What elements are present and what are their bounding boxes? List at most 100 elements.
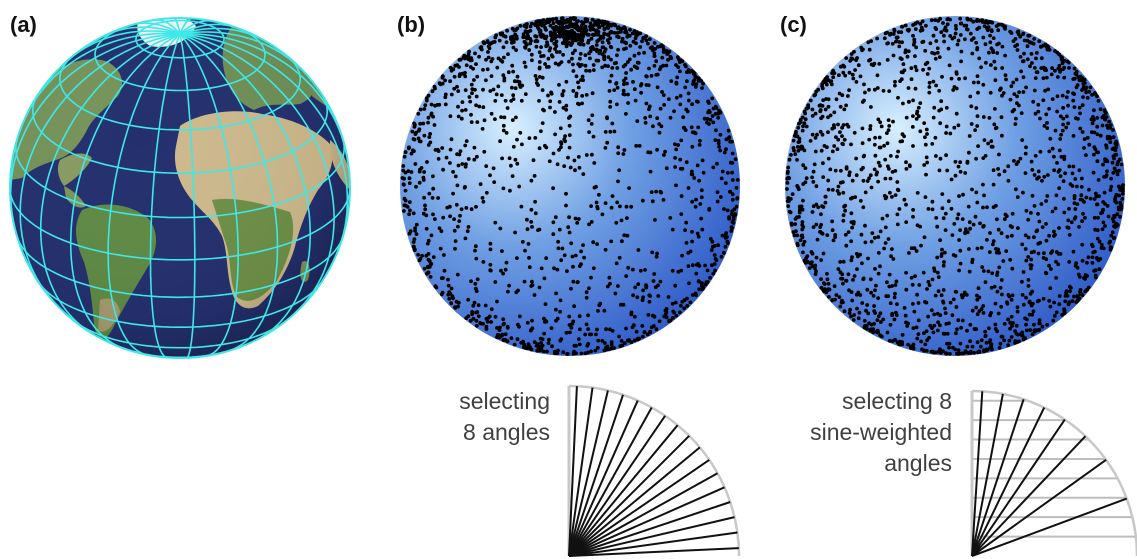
- sample-point: [463, 88, 468, 92]
- sample-point: [933, 56, 938, 61]
- sample-point: [804, 124, 809, 129]
- sample-point: [923, 142, 928, 147]
- sample-point: [417, 180, 422, 185]
- sample-point: [696, 125, 701, 130]
- sample-point: [938, 238, 942, 243]
- sample-point: [1021, 90, 1026, 94]
- sample-point: [1090, 261, 1095, 265]
- sample-point: [673, 283, 678, 288]
- sample-point: [1025, 44, 1030, 49]
- sample-point: [965, 16, 970, 21]
- sample-point: [554, 307, 558, 312]
- sample-point: [675, 55, 680, 60]
- sample-point: [1104, 115, 1109, 119]
- sample-point: [843, 73, 848, 78]
- sample-point: [920, 28, 925, 32]
- sample-point: [1108, 126, 1113, 130]
- sample-point: [698, 202, 703, 206]
- sample-point: [509, 35, 513, 40]
- sample-point: [644, 83, 649, 87]
- sample-point: [1002, 338, 1007, 343]
- sample-point: [540, 88, 545, 92]
- sample-point: [426, 115, 431, 120]
- sample-point: [409, 151, 414, 156]
- sample-point: [649, 74, 654, 78]
- sample-point: [596, 48, 601, 53]
- sample-point: [824, 97, 829, 101]
- sample-point: [969, 104, 974, 109]
- sample-point: [1098, 107, 1103, 112]
- sample-point: [436, 149, 441, 154]
- caption-c: selecting 8 sine-weighted angles: [780, 386, 952, 479]
- sample-point: [516, 322, 520, 327]
- sample-point: [895, 187, 900, 192]
- sample-point: [568, 330, 572, 335]
- sample-point: [1095, 202, 1099, 207]
- sample-point: [1024, 145, 1028, 150]
- sample-point: [841, 259, 846, 264]
- sample-point: [481, 87, 485, 92]
- sample-point: [436, 196, 440, 200]
- sample-point: [968, 339, 972, 344]
- sample-point: [545, 349, 549, 354]
- sample-point: [1093, 91, 1097, 95]
- sample-point: [866, 256, 870, 261]
- sample-point: [916, 332, 921, 336]
- sample-point: [1057, 148, 1062, 153]
- sample-point: [696, 79, 701, 83]
- sample-point: [1026, 217, 1031, 222]
- sample-point: [667, 49, 672, 54]
- sample-point: [802, 239, 807, 244]
- sample-point: [967, 247, 971, 251]
- sample-point: [506, 52, 510, 56]
- sample-point: [880, 216, 885, 221]
- sample-point: [813, 263, 818, 268]
- sample-point: [573, 253, 578, 258]
- sample-point: [485, 39, 490, 44]
- sample-point: [513, 86, 518, 91]
- sample-point: [800, 128, 805, 133]
- sample-point: [956, 212, 961, 217]
- sample-point: [567, 323, 572, 327]
- sample-point: [1110, 230, 1115, 235]
- sample-point: [819, 258, 823, 262]
- sample-point: [565, 269, 569, 273]
- sample-point: [943, 228, 948, 233]
- sample-point: [847, 170, 852, 175]
- sample-point: [629, 204, 634, 209]
- sample-point: [810, 260, 814, 265]
- sample-point: [467, 49, 471, 54]
- sample-point: [1024, 322, 1028, 327]
- sample-point: [804, 176, 809, 181]
- sample-point: [484, 164, 489, 169]
- sample-point: [414, 222, 419, 227]
- sample-point: [1115, 162, 1120, 167]
- sample-point: [624, 71, 628, 75]
- sample-point: [551, 21, 556, 26]
- sample-point: [840, 141, 845, 146]
- sample-point: [559, 23, 564, 28]
- sample-point: [888, 301, 893, 306]
- sample-point: [814, 222, 819, 227]
- sample-point: [1024, 258, 1029, 263]
- sample-point: [640, 198, 645, 203]
- sample-point: [867, 137, 872, 142]
- sample-point: [580, 20, 584, 24]
- sample-point: [695, 231, 700, 236]
- sample-point: [1062, 196, 1066, 201]
- sample-point: [813, 136, 818, 140]
- sample-point: [862, 98, 866, 103]
- sample-point: [851, 76, 856, 81]
- sample-point: [885, 213, 890, 218]
- sample-point: [708, 275, 712, 280]
- sample-point: [837, 295, 842, 299]
- sample-point: [821, 251, 826, 256]
- sample-point: [987, 250, 992, 255]
- sample-point: [1000, 93, 1004, 98]
- sample-point: [1039, 202, 1044, 206]
- sample-point: [674, 313, 679, 318]
- angle-ray: [971, 497, 1128, 557]
- sample-point: [911, 33, 915, 38]
- sample-point: [429, 262, 434, 266]
- sample-point: [914, 117, 919, 121]
